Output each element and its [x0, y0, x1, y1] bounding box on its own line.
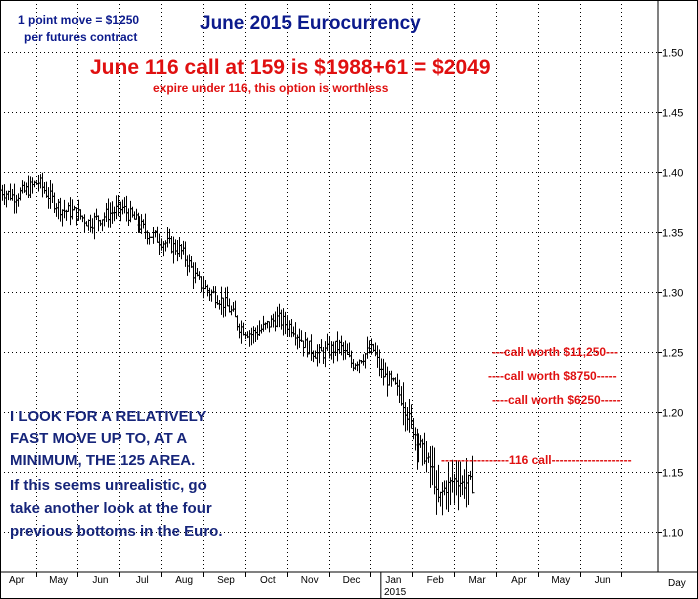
- commentary-line-4: If this seems unrealistic, go: [10, 477, 207, 494]
- x-tick-label: Nov: [301, 575, 319, 586]
- contract-note-line-2: per futures contract: [24, 30, 137, 44]
- x-tick-label: Dec: [343, 575, 361, 586]
- commentary-line-5: take another look at the four: [10, 500, 212, 517]
- call-level-label-3: -----------------116 call---------------…: [441, 453, 632, 467]
- x-tick-label: May: [551, 575, 570, 586]
- expiry-note: expire under 116, this option is worthle…: [153, 81, 389, 95]
- commentary-line-2: FAST MOVE UP TO, AT A: [10, 430, 187, 447]
- x-tick-label: Jun: [595, 575, 611, 586]
- y-tick-label: 1.40: [662, 168, 683, 180]
- call-level-label-1: ----call worth $8750-----: [488, 369, 617, 383]
- y-tick-label: 1.20: [662, 408, 683, 420]
- commentary-block: I LOOK FOR A RELATIVELY FAST MOVE UP TO,…: [10, 408, 223, 540]
- y-tick-label: 1.15: [662, 468, 683, 480]
- y-tick-label: 1.30: [662, 288, 683, 300]
- year-label: 2015: [384, 587, 407, 598]
- chart-subtitle: June 116 call at 159 is $1988+61 = $2049: [90, 56, 491, 79]
- x-axis-tick-labels: Apr May Jun Jul Aug Sep Oct Nov Dec Jan Feb Mar Apr M…: [9, 575, 611, 586]
- commentary-line-6: previous bottoms in the Euro.: [10, 523, 223, 540]
- y-tick-label: 1.25: [662, 348, 683, 360]
- price-bar: [470, 455, 475, 494]
- y-tick-label: 1.10: [662, 528, 683, 540]
- x-tick-label: Jul: [136, 575, 149, 586]
- x-tick-label: Mar: [468, 575, 486, 586]
- chart-title: June 2015 Eurocurrency: [200, 13, 421, 34]
- y-tick-label: 1.35: [662, 228, 683, 240]
- call-value-levels: ---call worth $11,250--- ----call worth $…: [441, 345, 632, 467]
- x-tick-label: Apr: [511, 575, 527, 586]
- y-tick-label: 1.50: [662, 48, 683, 60]
- commentary-line-1: I LOOK FOR A RELATIVELY: [10, 408, 206, 425]
- commentary-line-3: MINIMUM, THE 125 AREA.: [10, 452, 195, 469]
- x-tick-label: Sep: [217, 575, 235, 586]
- x-tick-label: Apr: [9, 575, 25, 586]
- x-tick-label: Jan: [385, 575, 401, 586]
- price-bars: [0, 172, 475, 516]
- call-level-label-2: ----call worth $6250-----: [492, 393, 621, 407]
- x-tick-label: May: [49, 575, 68, 586]
- x-tick-label: Oct: [260, 575, 276, 586]
- x-tick-label: Jun: [92, 575, 108, 586]
- y-tick-label: 1.45: [662, 108, 683, 120]
- contract-note-line-1: 1 point move = $1250: [18, 13, 139, 27]
- x-tick-label: Aug: [175, 575, 193, 586]
- period-label: Day: [668, 578, 686, 589]
- y-axis-tick-labels: 1.10 1.15 1.20 1.25 1.30 1.35 1.40 1.45 1.50: [662, 48, 683, 540]
- call-level-label-0: ---call worth $11,250---: [492, 345, 618, 359]
- x-tick-label: Feb: [427, 575, 445, 586]
